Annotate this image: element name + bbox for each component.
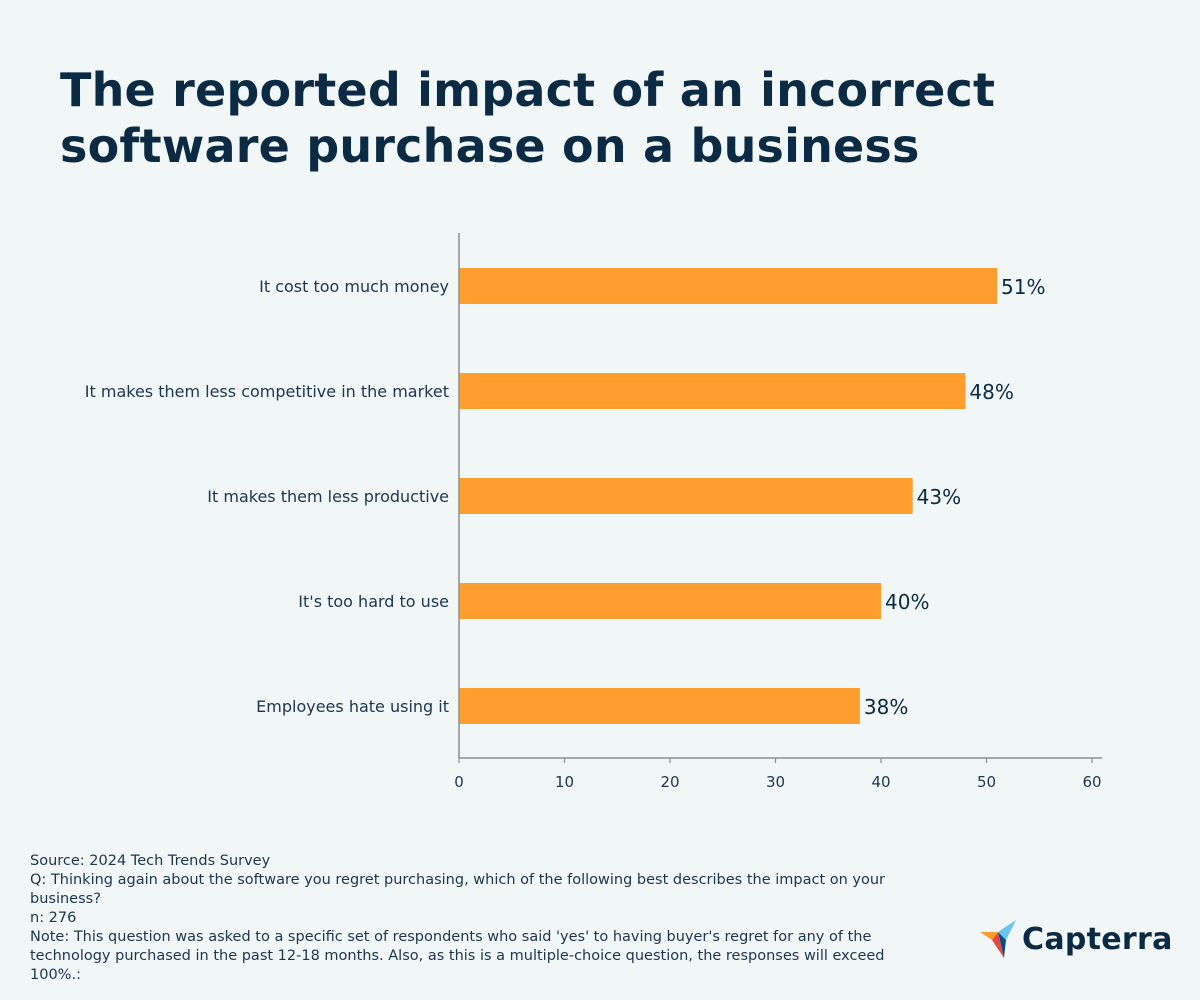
- capterra-logo-text: Capterra: [1022, 921, 1173, 957]
- sample-size-text: n: 276: [30, 910, 77, 926]
- chart-title-line-2: software purchase on a business: [60, 119, 920, 173]
- capterra-logo-icon: [980, 920, 1016, 958]
- x-tick-label: 40: [871, 773, 890, 791]
- x-tick-label: 50: [977, 773, 996, 791]
- value-label: 38%: [864, 695, 908, 719]
- value-label: 48%: [969, 380, 1013, 404]
- x-tick-label: 0: [454, 773, 464, 791]
- x-tick-label: 60: [1082, 773, 1101, 791]
- chart-title: The reported impact of an incorrect soft…: [60, 62, 1060, 174]
- bar-chart: It cost too much money 51% It makes them l…: [85, 233, 1102, 791]
- x-tick-label: 30: [766, 773, 785, 791]
- value-label: 43%: [917, 485, 961, 509]
- value-label: 40%: [885, 590, 929, 614]
- category-label: It's too hard to use: [298, 592, 449, 611]
- bar: [459, 583, 881, 619]
- question-text: Q: Thinking again about the software you…: [30, 872, 886, 907]
- bar: [459, 478, 913, 514]
- note-text: Note: This question was asked to a speci…: [30, 929, 885, 983]
- chart-title-line-1: The reported impact of an incorrect: [60, 63, 996, 117]
- x-tick-label: 10: [555, 773, 574, 791]
- capterra-logo: Capterra: [978, 918, 1173, 960]
- category-label: It cost too much money: [259, 277, 449, 296]
- source-text: Source: 2024 Tech Trends Survey: [30, 853, 271, 869]
- category-label: It makes them less competitive in the ma…: [85, 382, 449, 401]
- bar: [459, 688, 860, 724]
- value-label: 51%: [1001, 275, 1045, 299]
- category-label: Employees hate using it: [256, 697, 449, 716]
- x-tick-label: 20: [660, 773, 679, 791]
- category-label: It makes them less productive: [207, 487, 449, 506]
- bar: [459, 268, 998, 304]
- bar: [459, 373, 966, 409]
- chart-footer: Source: 2024 Tech Trends Survey Q: Think…: [30, 852, 910, 985]
